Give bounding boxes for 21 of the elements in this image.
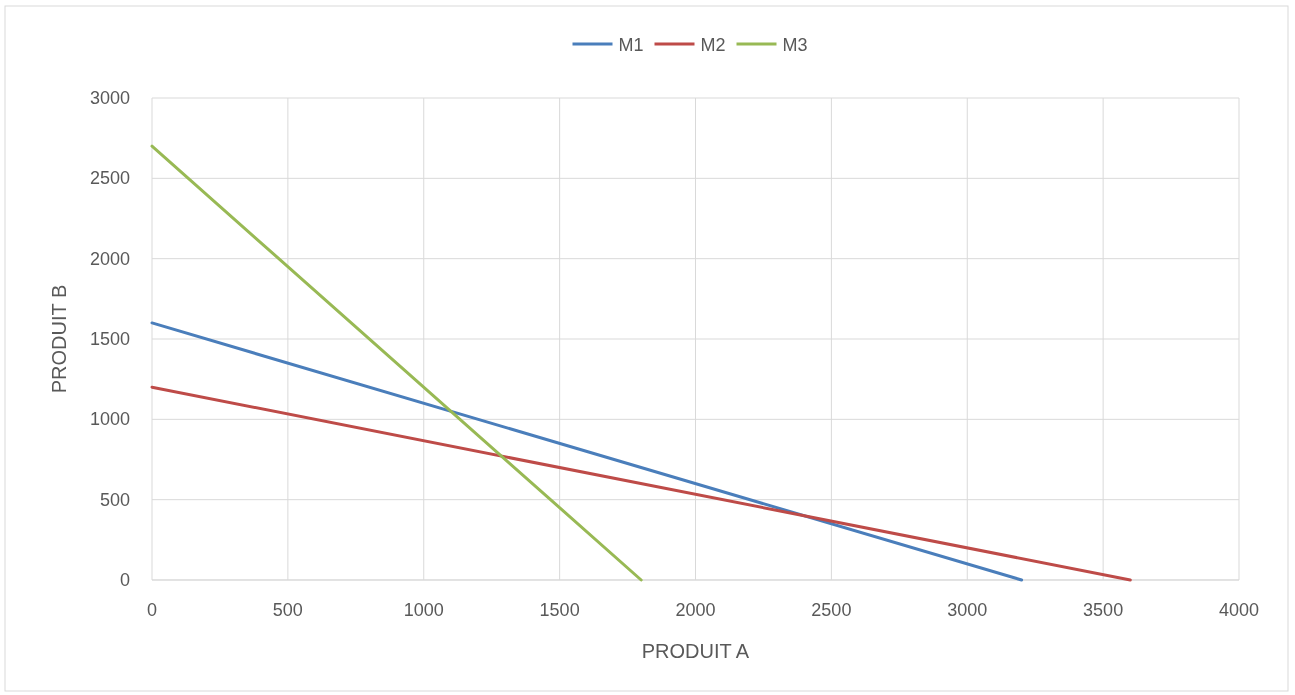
y-tick-label: 3000 xyxy=(89,88,130,108)
y-tick-label: 2500 xyxy=(89,168,130,189)
x-tick-label: 4000 xyxy=(1218,600,1260,620)
x-tick-label: 500 xyxy=(272,600,303,620)
legend-label: M1 xyxy=(618,35,644,55)
legend-label: M2 xyxy=(700,35,726,55)
x-tick-label: 1500 xyxy=(539,600,580,620)
y-tick-label: 500 xyxy=(99,489,130,510)
y-tick-label: 1500 xyxy=(89,329,130,349)
y-tick-label: 2000 xyxy=(89,248,130,269)
x-tick-label: 2500 xyxy=(811,600,852,620)
y-tick-label: 1000 xyxy=(89,409,130,430)
x-axis-title: PRODUIT A xyxy=(641,640,750,662)
y-tick-label: 0 xyxy=(119,570,130,590)
x-tick-label: 3000 xyxy=(947,600,988,620)
x-tick-label: 2000 xyxy=(675,600,716,620)
legend-label: M3 xyxy=(782,35,808,55)
y-axis-title: PRODUIT B xyxy=(48,284,70,394)
x-tick-label: 3500 xyxy=(1083,600,1124,620)
x-tick-label: 0 xyxy=(146,600,158,620)
x-tick-label: 1000 xyxy=(403,600,444,620)
